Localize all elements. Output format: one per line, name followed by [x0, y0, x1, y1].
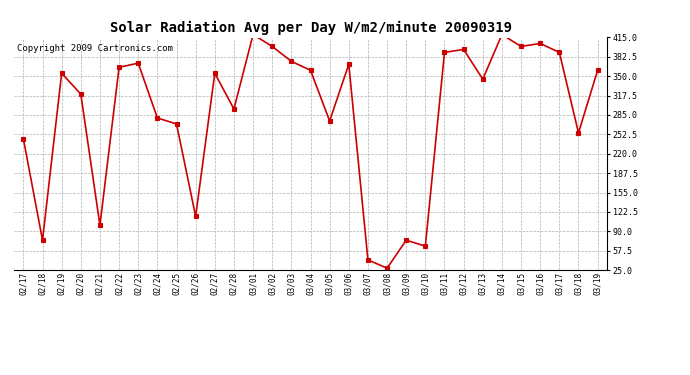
Title: Solar Radiation Avg per Day W/m2/minute 20090319: Solar Radiation Avg per Day W/m2/minute … [110, 21, 511, 35]
Text: Copyright 2009 Cartronics.com: Copyright 2009 Cartronics.com [17, 45, 172, 54]
